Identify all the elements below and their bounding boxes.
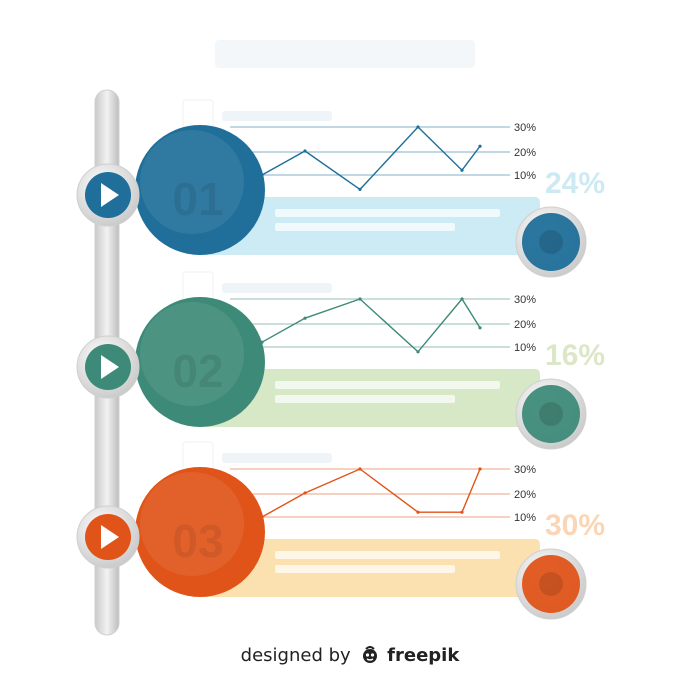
band-text-line <box>275 223 455 231</box>
step-03: 30% 20% 10% 03 30% <box>76 441 605 620</box>
freepik-logo-icon <box>363 646 378 663</box>
step-percent: 24% <box>545 167 605 200</box>
chart-point <box>460 510 464 514</box>
chart-line <box>261 468 481 518</box>
step-circle-highlight <box>140 302 244 406</box>
icon-badge-glyph <box>539 572 563 596</box>
step-circle <box>135 297 265 427</box>
chart-line <box>261 297 481 353</box>
band-text-line <box>275 395 455 403</box>
band-text-line <box>275 381 500 389</box>
play-icon <box>101 355 119 379</box>
chart-y-label: 20% <box>514 147 536 159</box>
icon-badge <box>522 555 580 613</box>
step-circle-highlight <box>140 130 244 234</box>
step-percent: 30% <box>545 509 605 542</box>
chart-point <box>303 149 307 153</box>
chart-y-label: 30% <box>514 464 536 476</box>
chart-point <box>303 316 307 320</box>
step-heading-ghost <box>222 111 332 121</box>
step-number: 03 <box>172 515 223 567</box>
step-circle <box>135 125 265 255</box>
chart-point <box>478 467 482 471</box>
chart-point <box>460 297 464 301</box>
step-percent: 16% <box>545 339 605 372</box>
chart-point <box>478 144 482 148</box>
credit: designed by freepik <box>0 645 700 666</box>
chart-y-label: 10% <box>514 342 536 354</box>
step-02: 30% 20% 10% 02 16% <box>76 271 605 450</box>
chart-point <box>416 510 420 514</box>
chart-point <box>358 467 362 471</box>
chart-point <box>460 168 464 172</box>
icon-badge <box>522 213 580 271</box>
band-text-line <box>275 565 455 573</box>
play-icon <box>101 183 119 207</box>
chart-point <box>416 125 420 129</box>
play-icon <box>101 525 119 549</box>
step-number: 02 <box>172 345 223 397</box>
chart-y-label: 30% <box>514 122 536 134</box>
chart-point <box>303 491 307 495</box>
title-ghost <box>215 40 475 68</box>
chart-y-label: 10% <box>514 170 536 182</box>
chart-point <box>358 187 362 191</box>
step-heading-ghost <box>222 283 332 293</box>
step-circle <box>135 467 265 597</box>
chart-point <box>416 350 420 354</box>
band-text-line <box>275 551 500 559</box>
icon-badge-glyph <box>539 402 563 426</box>
step-circle-highlight <box>140 472 244 576</box>
credit-lead: designed by <box>240 645 351 666</box>
chart-point <box>358 297 362 301</box>
chart-y-label: 30% <box>514 294 536 306</box>
step-01: 30% 20% 10% 01 24% <box>76 99 605 278</box>
chart-line <box>261 125 481 191</box>
icon-badge <box>522 385 580 443</box>
step-heading-ghost <box>222 453 332 463</box>
icon-badge-glyph <box>539 230 563 254</box>
step-number: 01 <box>172 173 223 225</box>
credit-brand: freepik <box>387 645 460 666</box>
chart-y-label: 20% <box>514 319 536 331</box>
band-text-line <box>275 209 500 217</box>
chart-point <box>478 326 482 330</box>
chart-y-label: 10% <box>514 512 536 524</box>
chart-y-label: 20% <box>514 489 536 501</box>
